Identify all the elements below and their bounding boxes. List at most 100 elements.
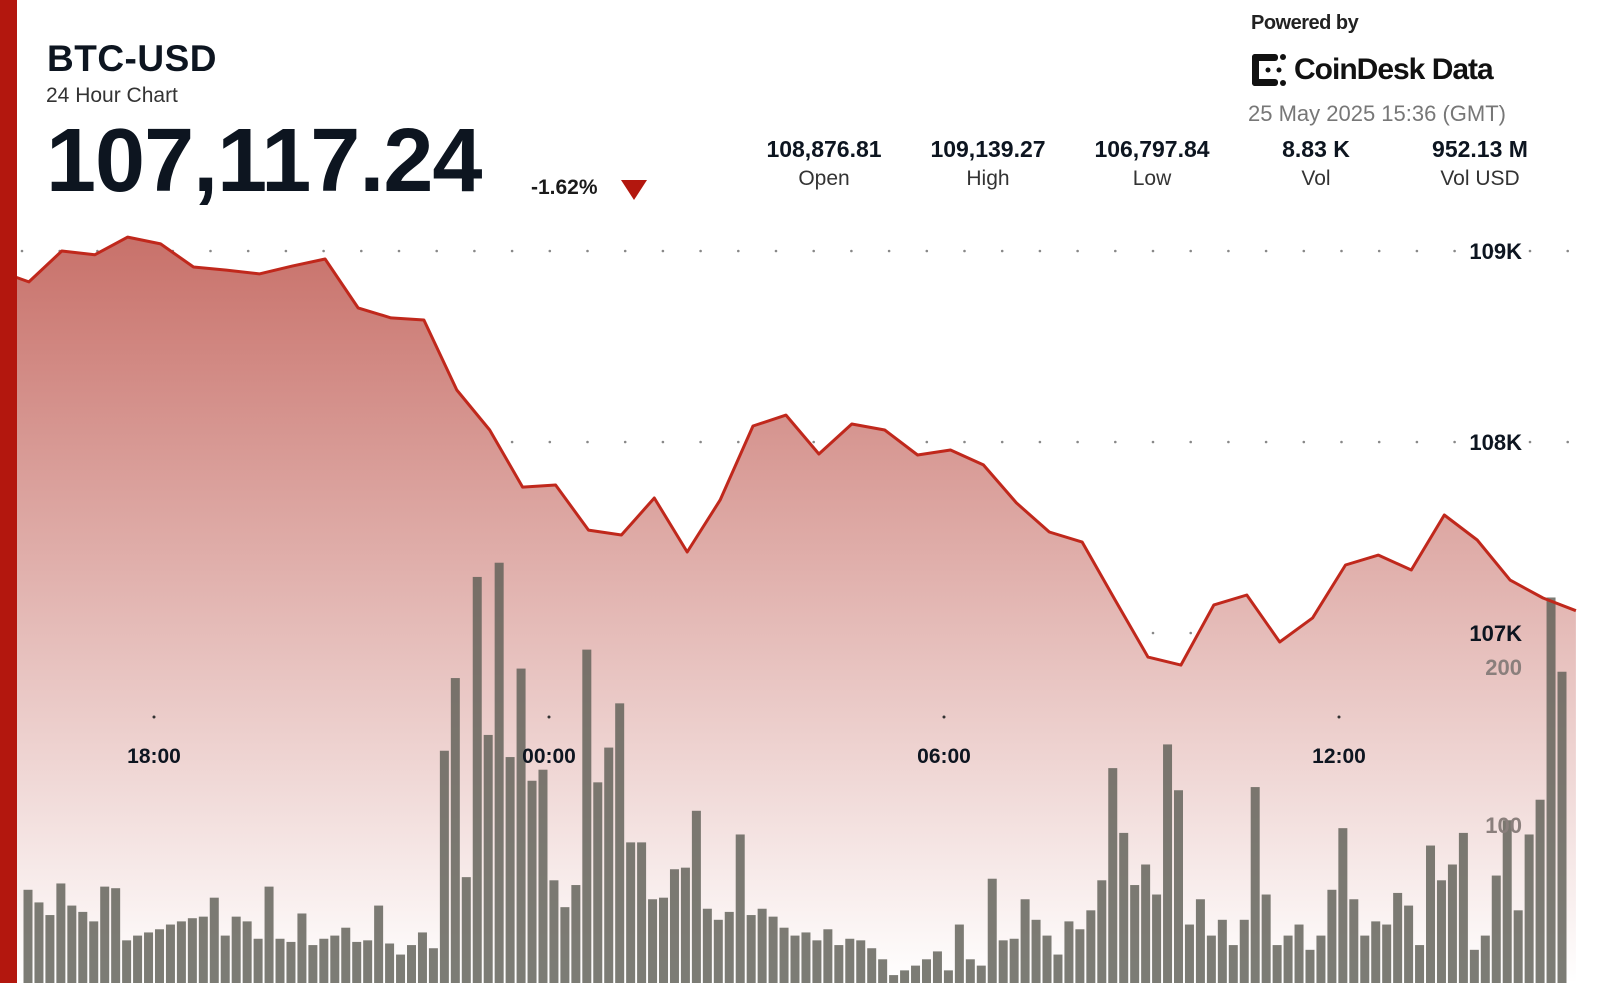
x-tick-mark <box>1337 715 1341 719</box>
volume-bar <box>1163 744 1173 983</box>
grid-dot <box>1000 249 1004 253</box>
volume-bar <box>702 908 712 983</box>
volume-bar <box>911 965 921 983</box>
volume-bar <box>1546 597 1556 983</box>
grid-dot <box>1189 249 1192 253</box>
volume-bar <box>538 769 548 983</box>
grid-dot <box>925 440 929 444</box>
grid-dot <box>1264 249 1268 253</box>
volume-bar <box>330 935 340 983</box>
volume-bar <box>198 916 208 983</box>
volume-bar <box>363 940 373 983</box>
grid-dot <box>322 249 325 253</box>
volume-bar <box>746 915 756 983</box>
grid-dot <box>1151 440 1155 444</box>
grid-dot <box>1189 631 1192 635</box>
volume-bar <box>1174 790 1183 983</box>
x-tick-label: 18:00 <box>127 745 181 768</box>
volume-bar <box>1184 924 1194 983</box>
volume-bar <box>1031 919 1041 983</box>
grid-dot <box>1377 249 1381 253</box>
grid-dot <box>737 249 740 253</box>
grid-dot <box>1453 249 1456 253</box>
volume-bar <box>998 940 1008 983</box>
volume-bar <box>428 948 438 983</box>
grid-dot <box>1151 631 1155 635</box>
stat-vol-usd: 952.13 M Vol USD <box>1400 136 1560 191</box>
volume-bar <box>1305 949 1315 983</box>
volume-bar <box>1447 864 1457 983</box>
volume-bar <box>396 954 406 983</box>
x-tick-label: 00:00 <box>522 745 576 768</box>
volume-bar <box>648 899 658 983</box>
volume-bar <box>1042 935 1052 983</box>
volume-bar <box>56 883 66 983</box>
volume-bar <box>680 867 690 983</box>
volume-bar <box>1283 935 1293 983</box>
grid-dot <box>1000 440 1004 444</box>
volume-bar <box>834 945 844 983</box>
grid-dot <box>812 249 815 253</box>
grid-dot <box>1038 440 1042 444</box>
volume-bar <box>505 757 515 983</box>
volume-bar <box>1130 885 1140 983</box>
volume-bar <box>385 943 395 983</box>
volume-bar <box>1239 919 1249 983</box>
volume-bar <box>144 932 154 983</box>
volume-bar <box>1009 938 1019 983</box>
x-tick-mark <box>547 715 551 719</box>
volume-bar <box>111 888 121 983</box>
volume-bar <box>319 938 329 983</box>
symbol-title: BTC-USD <box>47 38 217 79</box>
volume-bar <box>341 927 351 983</box>
volume-bar <box>1206 935 1216 983</box>
volume-bar <box>483 734 493 983</box>
volume-bar <box>275 938 285 983</box>
volume-bar <box>1393 892 1403 983</box>
stat-value: 952.13 M <box>1432 136 1528 162</box>
grid-dot <box>1189 440 1192 444</box>
grid-dot <box>850 249 853 253</box>
change-percent: -1.62% <box>531 176 598 199</box>
grid-dot <box>1227 440 1230 444</box>
x-tick-mark <box>942 715 946 719</box>
volume-bar <box>669 869 679 983</box>
current-price: 107,117.24 <box>46 111 482 211</box>
grid-dot <box>586 440 589 444</box>
volume-bar <box>856 940 866 983</box>
volume-bar <box>1294 924 1304 983</box>
volume-bar <box>253 938 263 983</box>
volume-bar <box>1502 820 1512 983</box>
stat-label: Open <box>798 167 850 190</box>
grid-dot <box>661 440 665 444</box>
volume-bar <box>1020 899 1030 983</box>
coindesk-logo-icon <box>1252 54 1286 86</box>
grid-dot <box>1566 440 1569 444</box>
grid-dot <box>1415 440 1419 444</box>
volume-bar <box>67 905 77 983</box>
volume-bar <box>165 924 175 983</box>
volume-bar <box>242 921 252 983</box>
volume-bar <box>889 975 899 983</box>
volume-bar <box>1119 832 1129 983</box>
volume-bar <box>1075 929 1085 983</box>
volume-bar <box>23 889 33 983</box>
grid-dot <box>1302 249 1306 253</box>
volume-bar <box>516 668 526 983</box>
volume-bar <box>1382 924 1392 983</box>
volume-bar <box>100 886 110 983</box>
volume-bar <box>1469 949 1479 983</box>
volume-bar <box>231 916 241 983</box>
volume-bar <box>1426 845 1436 983</box>
volume-bar <box>308 945 318 983</box>
volume-bar <box>593 782 603 983</box>
grid-dot <box>473 249 476 253</box>
volume-bar <box>1086 910 1096 983</box>
volume-bar <box>1064 921 1074 983</box>
grid-dot <box>1566 249 1569 253</box>
volume-bar <box>768 916 778 983</box>
volume-bar <box>823 929 833 983</box>
volume-bar <box>801 932 811 983</box>
stat-open: 108,876.81 Open <box>744 136 904 191</box>
